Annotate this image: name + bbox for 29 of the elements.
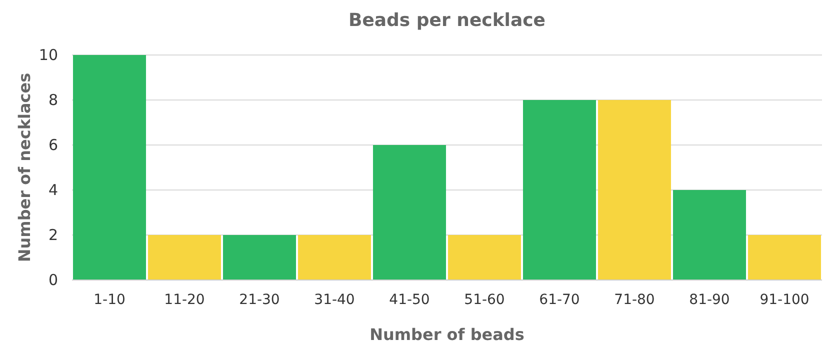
x-tick-label: 51-60	[464, 292, 505, 308]
bar	[448, 235, 521, 280]
bar	[373, 145, 446, 280]
y-tick-label: 2	[48, 226, 58, 244]
bar	[73, 55, 146, 280]
bar	[298, 235, 371, 280]
x-tick-label: 81-90	[689, 292, 730, 308]
chart-title: Beads per necklace	[348, 10, 546, 31]
y-tick-label: 8	[48, 90, 58, 109]
x-tick-label: 1-10	[94, 292, 126, 308]
y-axis-title: Number of necklaces	[15, 72, 34, 262]
x-tick-label: 61-70	[539, 292, 580, 308]
x-tick-label: 31-40	[314, 292, 355, 308]
x-tick-label: 41-50	[389, 292, 430, 308]
y-tick-label: 10	[38, 46, 58, 64]
x-tick-label: 71-80	[614, 292, 655, 308]
bar	[598, 100, 671, 280]
bar	[223, 235, 296, 280]
x-tick-label: 91-100	[760, 292, 810, 308]
y-tick-label: 0	[48, 270, 58, 289]
y-tick-label: 4	[48, 180, 58, 199]
y-tick-label: 6	[48, 136, 58, 154]
x-tick-label: 21-30	[239, 292, 280, 308]
bar	[673, 190, 746, 280]
bar	[148, 235, 221, 280]
x-axis-title: Number of beads	[370, 325, 524, 344]
bar	[523, 100, 596, 280]
bar	[748, 235, 821, 280]
x-tick-label: 11-20	[164, 292, 205, 308]
